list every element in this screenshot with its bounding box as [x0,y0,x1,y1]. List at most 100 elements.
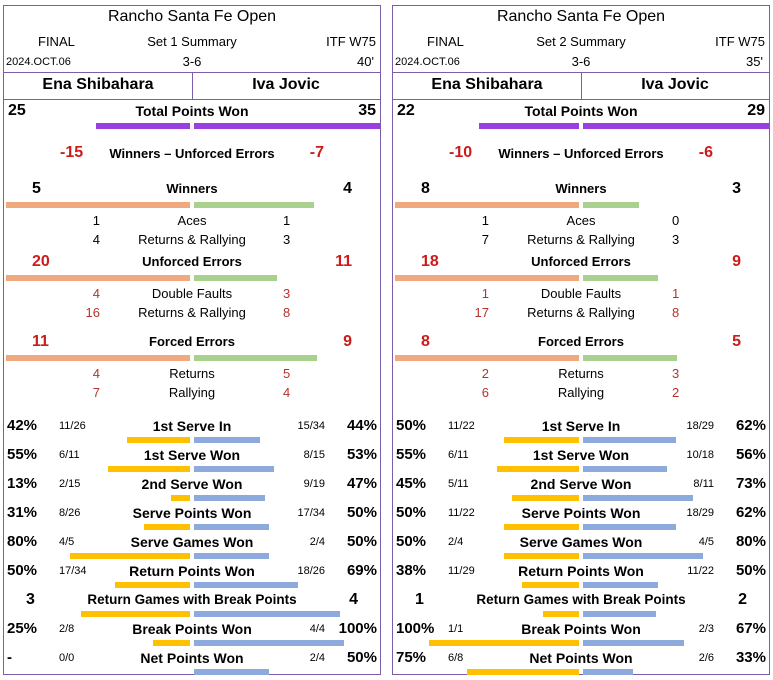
unforced-p1: 18 [421,253,439,270]
winners-row-label: Returns & Rallying [527,232,635,247]
stat-row-label: 1st Serve In [152,418,232,434]
set-panel: Rancho Santa Fe Open FINAL Set 1 Summary IT… [3,5,381,675]
stat-row-label: 2nd Serve Won [141,476,243,492]
stat-row-p1-frac: 11/26 [59,420,86,432]
set-summary-label: Set 1 Summary [147,34,237,49]
stat-row-p1-pct: 31% [7,504,38,521]
names-divider [192,73,193,99]
stat-row-p1-pct: 55% [7,446,38,463]
return-games-bp-label: Return Games with Break Points [87,592,297,607]
stat-row-label: Serve Points Won [132,505,252,521]
winners-minus-ue-p2: -7 [309,144,324,161]
stat-row-bar-p1 [107,466,190,472]
unforced-row-p1: 4 [92,286,100,301]
unforced-row-p2: 1 [672,286,680,301]
net-points-won-bar-p2 [583,669,633,675]
stat-row-bar-p1 [143,524,190,530]
unforced-row-p1: 16 [85,305,100,320]
stat-row-p1-pct: 42% [7,417,38,434]
stat-row-bar-p2 [583,524,676,530]
break-points-won-p2-frac: 2/3 [698,623,714,635]
forced-row-label: Rallying [557,385,605,400]
stat-row-p1-frac: 8/26 [59,507,81,519]
stat-row-bar-p2 [583,495,693,501]
net-points-won-p2-frac: 2/4 [309,652,325,664]
player-names-row: Ena Shibahara Iva Jovic [393,72,769,100]
stat-row-label: 2nd Serve Won [530,476,632,492]
match-date: 2024.OCT.06 [6,56,71,68]
net-points-won-p2-frac: 2/6 [698,652,714,664]
forced-row-p2: 4 [283,385,291,400]
stat-row-p2-pct: 47% [346,475,377,492]
break-points-won-label: Break Points Won [521,621,641,637]
stat-row-p1-frac: 2/15 [59,478,81,490]
total-points-p1: 25 [8,102,26,119]
break-points-won-p1-pct: 100% [396,620,435,637]
forced-bar-p2 [194,355,317,361]
stat-row-p2-pct: 56% [735,446,766,463]
forced-row-p2: 2 [672,385,680,400]
net-points-won-label: Net Points Won [529,650,633,666]
set-score: 3-6 [571,54,591,69]
break-points-won-bar-p1 [152,640,190,646]
winners-label: Winners [555,181,607,196]
stat-row-bar-p1 [115,582,190,588]
unforced-row-p1: 1 [481,286,489,301]
forced-p1: 8 [421,333,430,350]
break-points-won-label: Break Points Won [132,621,252,637]
net-points-won-p1-frac: 0/0 [59,652,75,664]
stat-row-p1-frac: 11/22 [448,420,475,432]
stat-row-bar-p2 [194,524,269,530]
set-panel: Rancho Santa Fe Open FINAL Set 2 Summary IT… [392,5,770,675]
winners-minus-ue-p1: -10 [449,144,473,161]
stat-row-bar-p1 [496,466,579,472]
unforced-p2: 11 [335,253,352,270]
stat-row-bar-p2 [194,437,260,443]
forced-label: Forced Errors [149,334,235,349]
unforced-row-p1: 17 [474,305,489,320]
winners-row-label: Aces [177,213,207,228]
stat-row-p2-frac: 17/34 [297,507,325,519]
player1-name: Ena Shibahara [431,76,543,93]
stat-row-p2-pct: 62% [735,417,766,434]
stat-row-p2-pct: 50% [735,562,766,579]
stat-row-p1-pct: 50% [396,417,427,434]
break-points-won-p1-pct: 25% [7,620,38,637]
stat-row-bar-p1 [522,582,579,588]
set-score: 3-6 [182,54,202,69]
stat-row-p2-pct: 53% [346,446,377,463]
winners-row-p1: 7 [481,232,489,247]
stat-row-p1-pct: 50% [396,533,427,550]
stat-row-p2-frac: 8/11 [693,478,714,490]
stat-row-p1-pct: 38% [396,562,427,579]
stat-row-bar-p1 [70,553,190,559]
net-points-won-bar-p2 [194,669,269,675]
winners-minus-ue-p1: -15 [60,144,84,161]
stat-row-bar-p2 [194,582,298,588]
forced-row-p1: 2 [481,366,489,381]
stat-row-bar-p2 [583,582,658,588]
forced-bar-p2 [583,355,677,361]
break-points-won-bar-p2 [194,640,344,646]
stat-row-label: 1st Serve In [541,418,621,434]
winners-row-p2: 3 [283,232,291,247]
player-names-row: Ena Shibahara Iva Jovic [4,72,380,100]
unforced-label: Unforced Errors [531,254,631,269]
stat-row-p2-pct: 50% [346,533,377,550]
net-points-won-p2-pct: 50% [346,649,377,666]
unforced-p1: 20 [32,253,50,270]
stat-row-label: 1st Serve Won [532,447,630,463]
break-points-won-p2-frac: 4/4 [309,623,325,635]
stat-row-bar-p2 [194,553,269,559]
forced-bar-p1 [6,355,190,361]
stat-row-p1-pct: 45% [396,475,427,492]
return-games-bp-p2: 2 [738,591,747,608]
stat-row-p2-frac: 2/4 [309,536,325,548]
event-name: ITF W75 [715,34,765,49]
stat-row-bar-p1 [504,437,579,443]
stat-row-label: Return Points Won [129,563,255,579]
stat-row-p1-pct: 50% [396,504,427,521]
net-points-won-p1-frac: 6/8 [448,652,464,664]
winners-minus-ue-p2: -6 [698,144,713,161]
return-games-bp-bar-p2 [583,611,656,617]
